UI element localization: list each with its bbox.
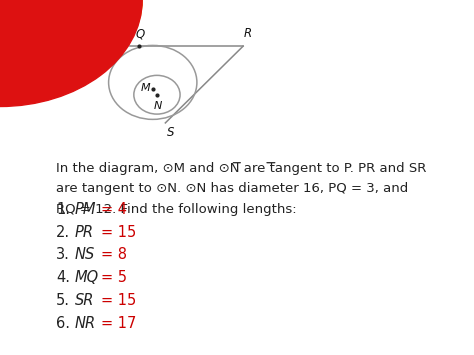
Text: = 4: = 4 [101,202,127,217]
Text: = 15: = 15 [101,293,137,308]
Text: NS: NS [75,247,95,262]
Text: N: N [154,101,162,111]
Text: 6.: 6. [56,316,70,331]
Text: PR: PR [75,225,94,240]
Text: = 17: = 17 [101,316,137,331]
Text: S: S [167,126,174,140]
Text: PM: PM [75,202,97,217]
Text: NR: NR [75,316,96,331]
Text: 1.: 1. [56,202,70,217]
Text: P: P [126,27,133,40]
Text: SR: SR [75,293,94,308]
Text: 3.: 3. [56,247,70,262]
Text: 5.: 5. [56,293,70,308]
Text: MQ: MQ [75,271,99,285]
Text: are tangent to ⊙N. ⊙N has diameter 16, PQ = 3, and: are tangent to ⊙N. ⊙N has diameter 16, P… [56,182,408,195]
Text: 2.: 2. [56,225,70,240]
Text: 4.: 4. [56,271,70,285]
Text: = 15: = 15 [101,225,137,240]
Text: Q: Q [136,27,145,40]
Text: In the diagram, ⊙M and ⊙N are tangent to P. PR and SR: In the diagram, ⊙M and ⊙N are tangent to… [56,162,427,175]
Text: = 5: = 5 [101,271,127,285]
Text: M: M [141,83,151,93]
Text: RQ = 12. Find the following lengths:: RQ = 12. Find the following lengths: [56,202,297,215]
Text: = 8: = 8 [101,247,127,262]
Text: R: R [244,27,252,40]
